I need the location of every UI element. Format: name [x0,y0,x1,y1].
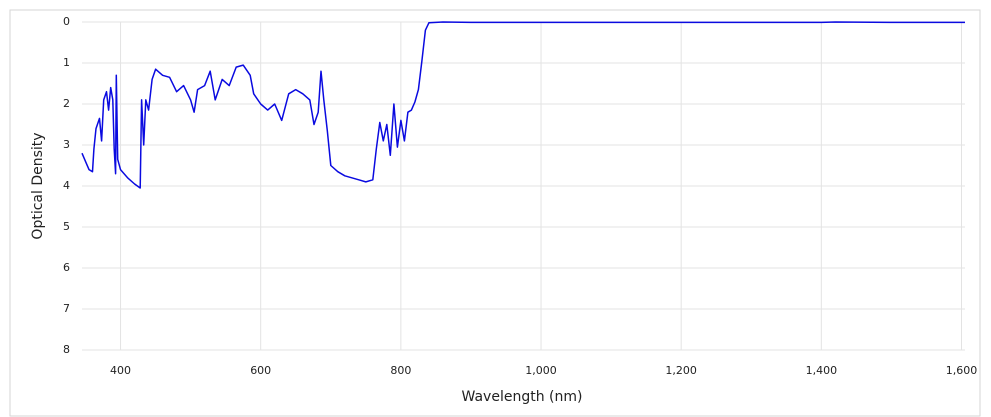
y-tick-label: 8 [63,343,70,356]
y-tick-label: 1 [63,56,70,69]
y-tick-label: 5 [63,220,70,233]
y-tick-label: 0 [63,15,70,28]
y-tick-label: 2 [63,97,70,110]
x-tick-label: 1,600 [946,364,978,377]
x-tick-label: 400 [110,364,131,377]
chart-frame [9,9,981,417]
x-tick-label: 1,000 [525,364,557,377]
x-tick-label: 600 [250,364,271,377]
x-tick-label: 800 [390,364,411,377]
y-tick-label: 6 [63,261,70,274]
y-tick-label: 4 [63,179,70,192]
x-axis-title: Wavelength (nm) [462,389,583,405]
x-tick-label: 1,400 [806,364,838,377]
y-axis-title: Optical Density [30,132,46,239]
y-tick-label: 3 [63,138,70,151]
data-line [81,21,965,189]
y-tick-label: 7 [63,302,70,315]
x-tick-label: 1,200 [665,364,697,377]
